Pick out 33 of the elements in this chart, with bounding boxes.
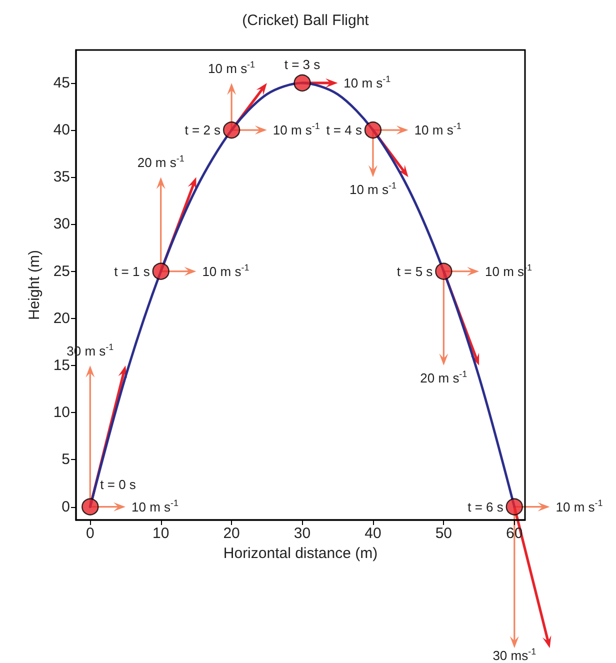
x-axis-title: Horizontal distance (m): [223, 544, 378, 562]
y-tick-label: 15: [53, 357, 70, 374]
annotation: t = 3 s: [284, 56, 321, 72]
x-tick-label: 50: [435, 525, 452, 542]
x-tick-label: 20: [223, 525, 240, 542]
annotation: t = 1 s: [114, 264, 150, 279]
point: [294, 74, 311, 92]
y-axis-title: Height (m): [26, 250, 43, 320]
y-tick-label: 40: [53, 122, 70, 139]
point: [364, 121, 382, 139]
annotation: t = 6 s: [468, 499, 504, 514]
y-tick-label: 35: [53, 168, 70, 186]
point: [82, 498, 99, 516]
annotation: t = 0 s: [100, 476, 136, 492]
y-tick-label: 20: [53, 310, 70, 327]
y-tick-label: 0: [62, 498, 70, 516]
point: [152, 262, 170, 280]
point: [222, 121, 240, 139]
y-tick-label: 45: [53, 74, 70, 92]
x-tick-label: 10: [152, 525, 170, 542]
annotation: t = 2 s: [184, 122, 222, 138]
y-tick-label: 10: [53, 404, 70, 422]
x-tick-label: 30: [294, 525, 311, 542]
annotation: t = 4 s: [326, 122, 362, 138]
y-tick-label: 5: [62, 451, 70, 468]
x-tick-label: 40: [364, 525, 382, 542]
x-tick-label: 0: [86, 525, 94, 542]
point: [506, 498, 523, 516]
y-tick-label: 30: [53, 216, 70, 233]
point: [435, 262, 452, 280]
y-tick-label: 25: [53, 262, 70, 280]
chart-title: (Cricket) Ball Flight: [242, 12, 370, 29]
annotation: t = 5 s: [396, 264, 434, 279]
